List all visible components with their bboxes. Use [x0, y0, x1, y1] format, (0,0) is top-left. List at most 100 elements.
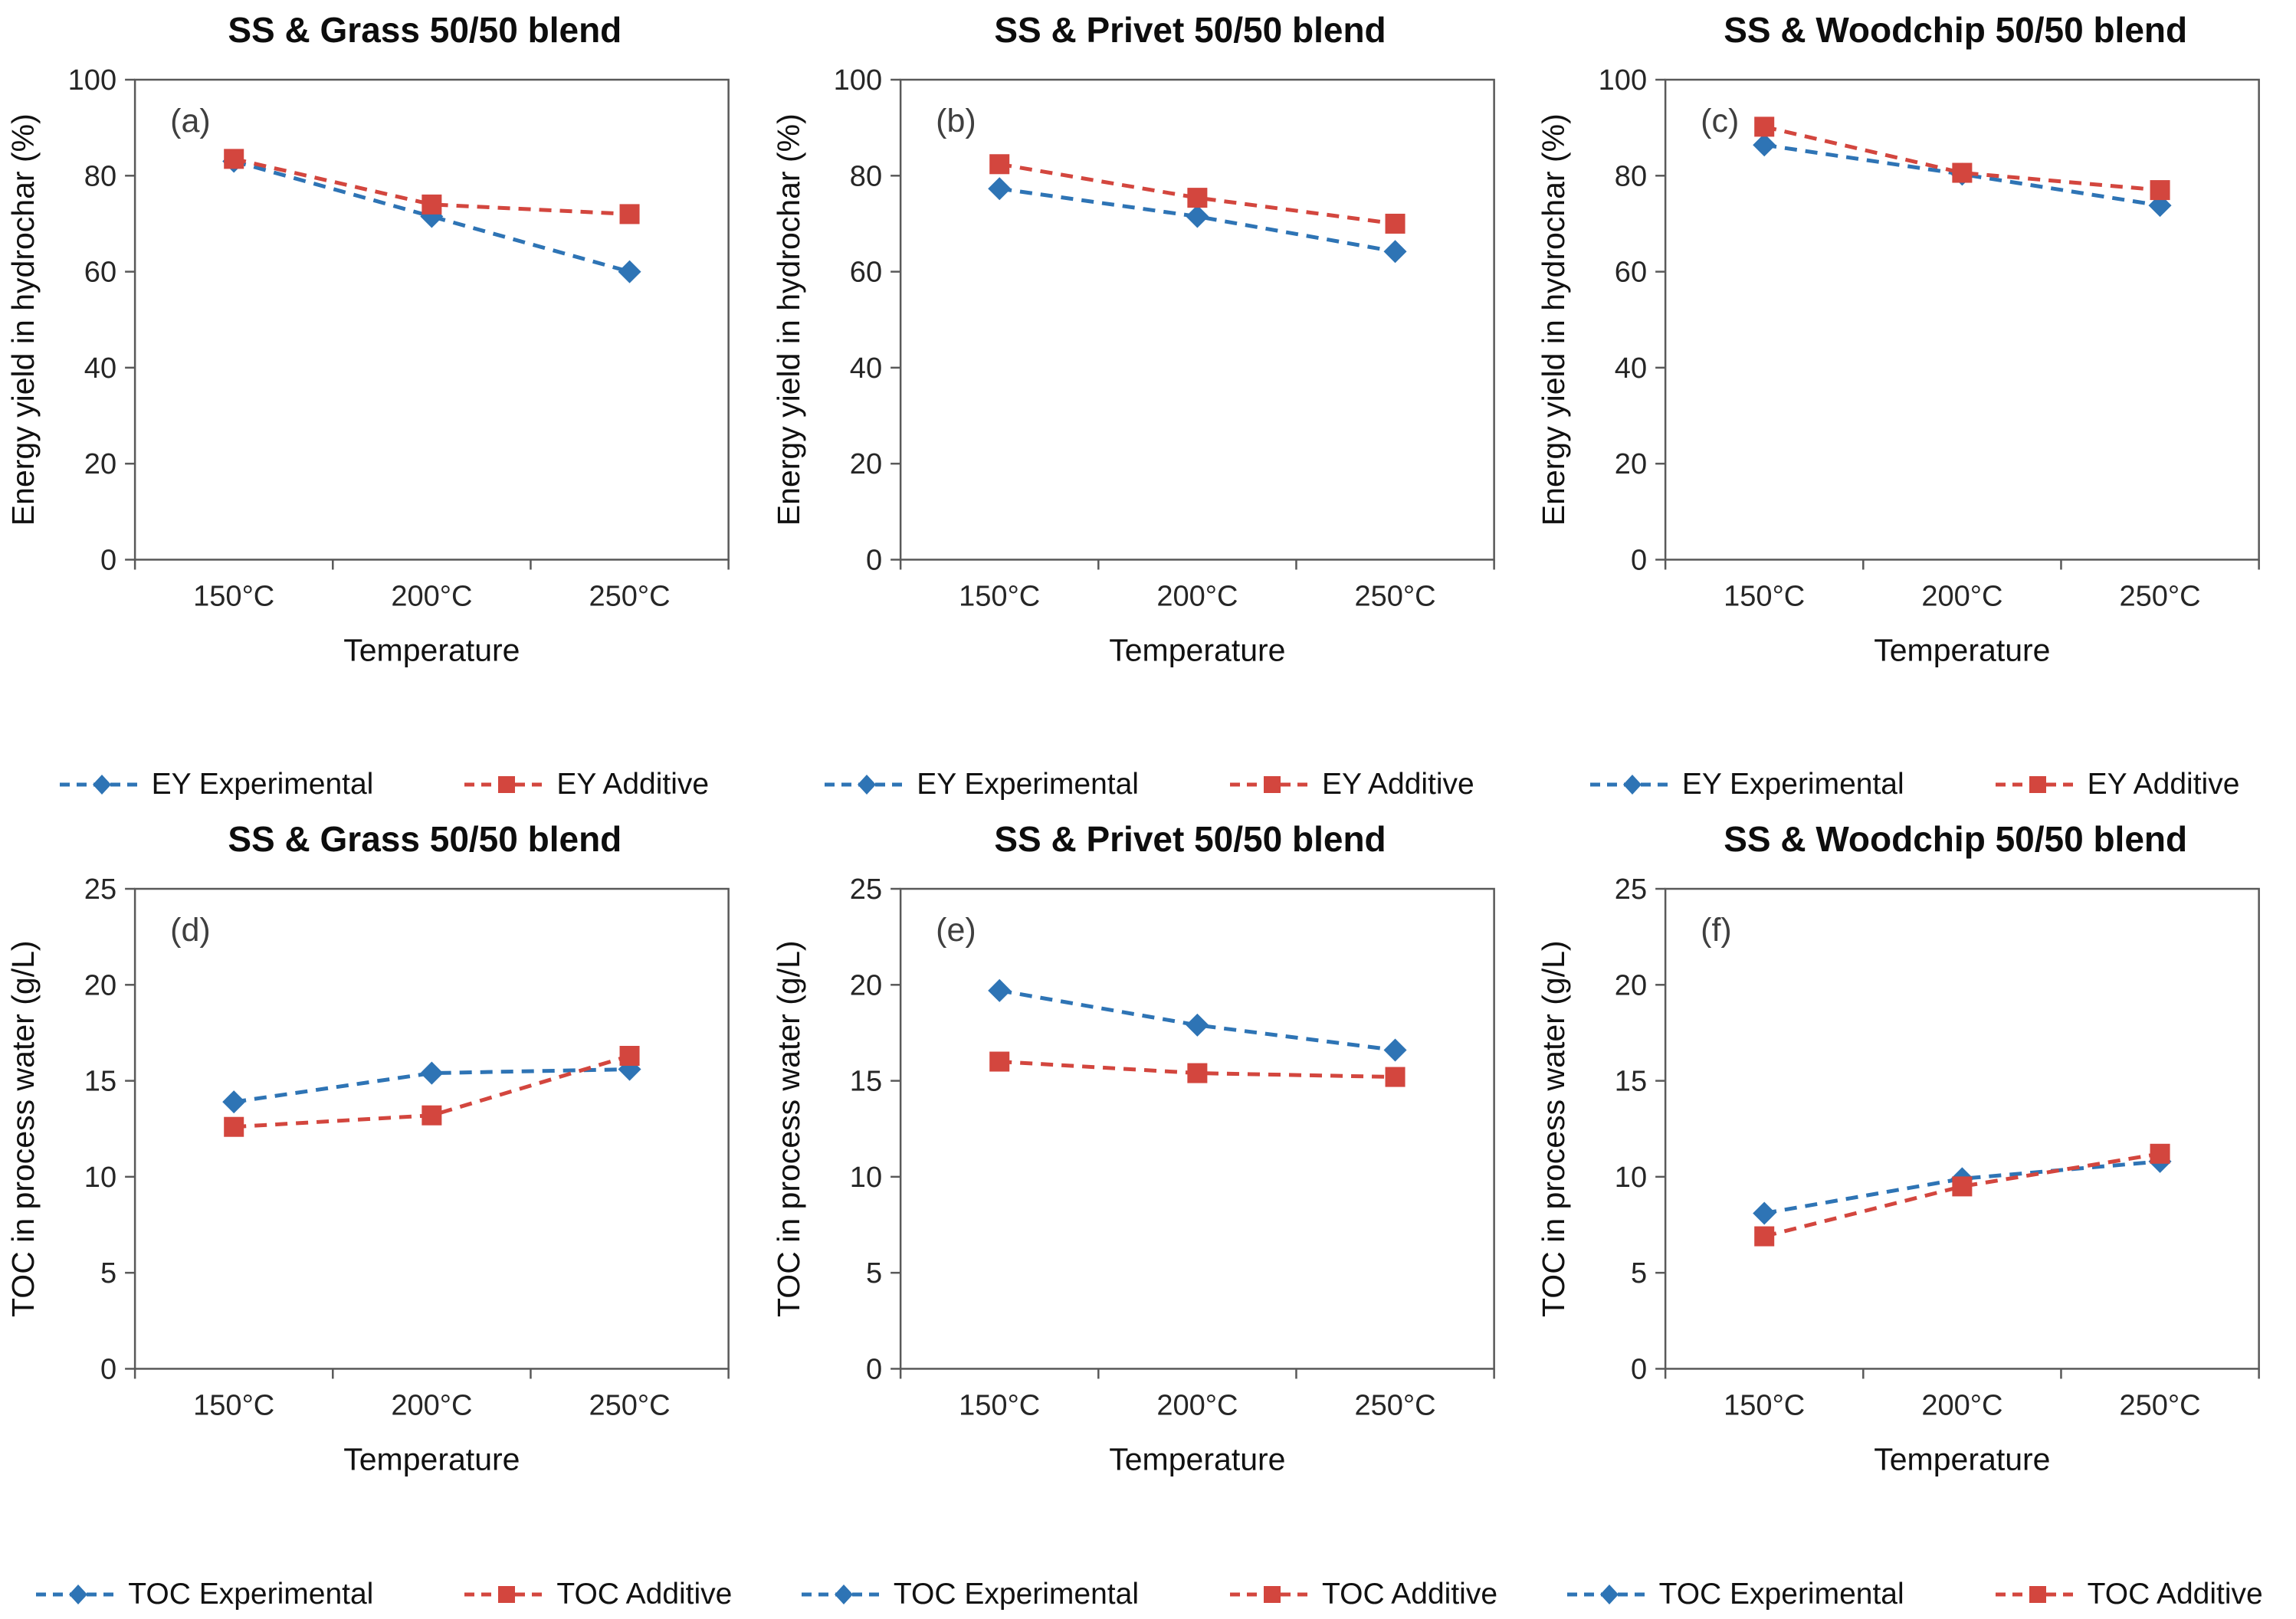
x-tick-label: 200°C	[1922, 1389, 2003, 1421]
y-axis-title: Energy yield in hydrochar (%)	[771, 113, 806, 526]
legend-label: EY Additive	[556, 768, 710, 801]
chart-panel-c: SS & Woodchip 50/50 blend 0 20 40 60 80 100 15…	[1530, 0, 2296, 809]
chart-panel-a: SS & Grass 50/50 blend 0 20 40 60 80 100 150°C…	[0, 0, 766, 809]
data-point	[420, 205, 444, 228]
y-tick-label: 0	[1631, 544, 1647, 576]
panel-letter: (b)	[936, 103, 976, 139]
y-tick-label: 25	[1615, 873, 1647, 906]
chart-legend: TOC Experimental TOC Additive	[766, 1578, 1531, 1611]
chart-legend: EY Experimental EY Additive	[0, 768, 766, 801]
series-line	[1763, 1152, 2161, 1238]
x-tick-label: 250°C	[2120, 580, 2201, 612]
data-point	[1186, 1013, 1209, 1037]
y-tick-label: 40	[84, 352, 116, 385]
y-tick-label: 100	[68, 64, 116, 97]
panel-letter: (e)	[936, 912, 976, 949]
legend-label: EY Experimental	[1681, 768, 1904, 801]
series-line	[1764, 1159, 2161, 1215]
x-tick-label: 200°C	[1922, 580, 2003, 612]
data-point	[989, 154, 1009, 175]
plot-border	[133, 78, 730, 561]
data-point	[1952, 162, 1973, 183]
y-tick-label: 60	[84, 257, 116, 289]
y-tick-label: 20	[84, 969, 116, 1001]
y-tick-label: 60	[849, 257, 881, 289]
legend-swatch	[464, 1586, 549, 1603]
series-line	[233, 156, 630, 216]
x-tick-label: 150°C	[193, 580, 274, 612]
x-tick-label: 250°C	[589, 1389, 670, 1421]
plot-border	[899, 887, 1495, 1370]
x-tick-label: 200°C	[391, 580, 472, 612]
legend-swatch	[1589, 775, 1674, 795]
y-tick-label: 0	[100, 544, 116, 576]
legend-label: TOC Additive	[2087, 1578, 2263, 1611]
x-axis-title: Temperature	[1109, 633, 1285, 668]
y-tick-label: 0	[866, 544, 882, 576]
data-point	[618, 260, 641, 283]
y-tick-label: 5	[866, 1257, 882, 1290]
data-point	[222, 1090, 246, 1114]
legend-item: TOC Additive	[1227, 1578, 1497, 1611]
legend-label: TOC Experimental	[1658, 1578, 1904, 1611]
chart-legend: EY Experimental EY Additive	[1530, 768, 2296, 801]
chart-plot-area: 0 20 40 60 80 100 150°C 200°C 250°C Temperature En…	[5, 64, 730, 668]
y-tick-label: 20	[84, 448, 116, 480]
data-point	[1186, 205, 1209, 228]
legend-swatch	[36, 1585, 121, 1604]
data-point	[421, 1105, 442, 1126]
chart-panel-e: SS & Privet 50/50 blend 0 5 10 15 20 25 150°C 2…	[766, 809, 1531, 1619]
chart-title: SS & Grass 50/50 blend	[228, 819, 622, 859]
data-point	[1952, 1176, 1973, 1197]
x-tick-label: 250°C	[1354, 580, 1435, 612]
x-tick-label: 150°C	[1724, 1389, 1805, 1421]
legend-label: EY Additive	[1321, 768, 1474, 801]
legend-label: TOC Experimental	[128, 1578, 374, 1611]
panel-letter: (c)	[1701, 103, 1739, 139]
y-tick-label: 100	[833, 64, 881, 97]
data-point	[1187, 1063, 1208, 1083]
chart-legend: EY Experimental EY Additive	[766, 768, 1531, 801]
panel-letter: (f)	[1701, 912, 1732, 949]
chart-title: SS & Woodchip 50/50 blend	[1724, 10, 2188, 50]
data-point	[420, 1061, 444, 1085]
data-point	[1754, 1226, 1775, 1247]
y-tick-label: 60	[1615, 257, 1647, 289]
legend-swatch	[59, 775, 144, 795]
x-axis-title: Temperature	[1875, 633, 2051, 668]
legend-item: EY Additive	[1227, 768, 1474, 801]
y-axis-title: Energy yield in hydrochar (%)	[1536, 113, 1571, 526]
y-axis-title: TOC in process water (g/L)	[5, 940, 41, 1317]
series-line	[1764, 143, 2161, 208]
x-tick-label: 250°C	[2120, 1389, 2201, 1421]
chart-panel-f: SS & Woodchip 50/50 blend 0 5 10 15 20 25 150°…	[1530, 809, 2296, 1619]
y-tick-label: 40	[849, 352, 881, 385]
chart-legend: TOC Experimental TOC Additive	[0, 1578, 766, 1611]
data-point	[1383, 1038, 1407, 1062]
legend-label: TOC Additive	[556, 1578, 733, 1611]
data-point	[987, 978, 1011, 1002]
y-tick-label: 15	[1615, 1066, 1647, 1098]
chart-title: SS & Grass 50/50 blend	[228, 10, 622, 50]
data-point	[1385, 213, 1405, 234]
panel-letter: (d)	[170, 912, 211, 949]
y-tick-label: 5	[1631, 1257, 1647, 1290]
plot-border	[899, 78, 1495, 561]
y-tick-label: 10	[1615, 1162, 1647, 1194]
chart-legend: TOC Experimental TOC Additive	[1530, 1578, 2296, 1611]
legend-swatch	[1229, 776, 1314, 793]
y-tick-label: 20	[849, 448, 881, 480]
legend-item: EY Additive	[1993, 768, 2239, 801]
legend-label: TOC Additive	[1321, 1578, 1498, 1611]
legend-item: TOC Additive	[461, 1578, 732, 1611]
data-point	[1187, 188, 1208, 208]
y-tick-label: 100	[1599, 64, 1647, 97]
x-tick-label: 150°C	[1724, 580, 1805, 612]
panel-letter: (a)	[170, 103, 211, 139]
legend-item: TOC Experimental	[799, 1578, 1139, 1611]
legend-item: TOC Additive	[1993, 1578, 2263, 1611]
chart-panel-d: SS & Grass 50/50 blend 0 5 10 15 20 25 150°C 20…	[0, 809, 766, 1619]
legend-item: TOC Experimental	[1564, 1578, 1904, 1611]
chart-panel-b: SS & Privet 50/50 blend 0 20 40 60 80 100 150°…	[766, 0, 1531, 809]
legend-swatch	[464, 776, 549, 793]
